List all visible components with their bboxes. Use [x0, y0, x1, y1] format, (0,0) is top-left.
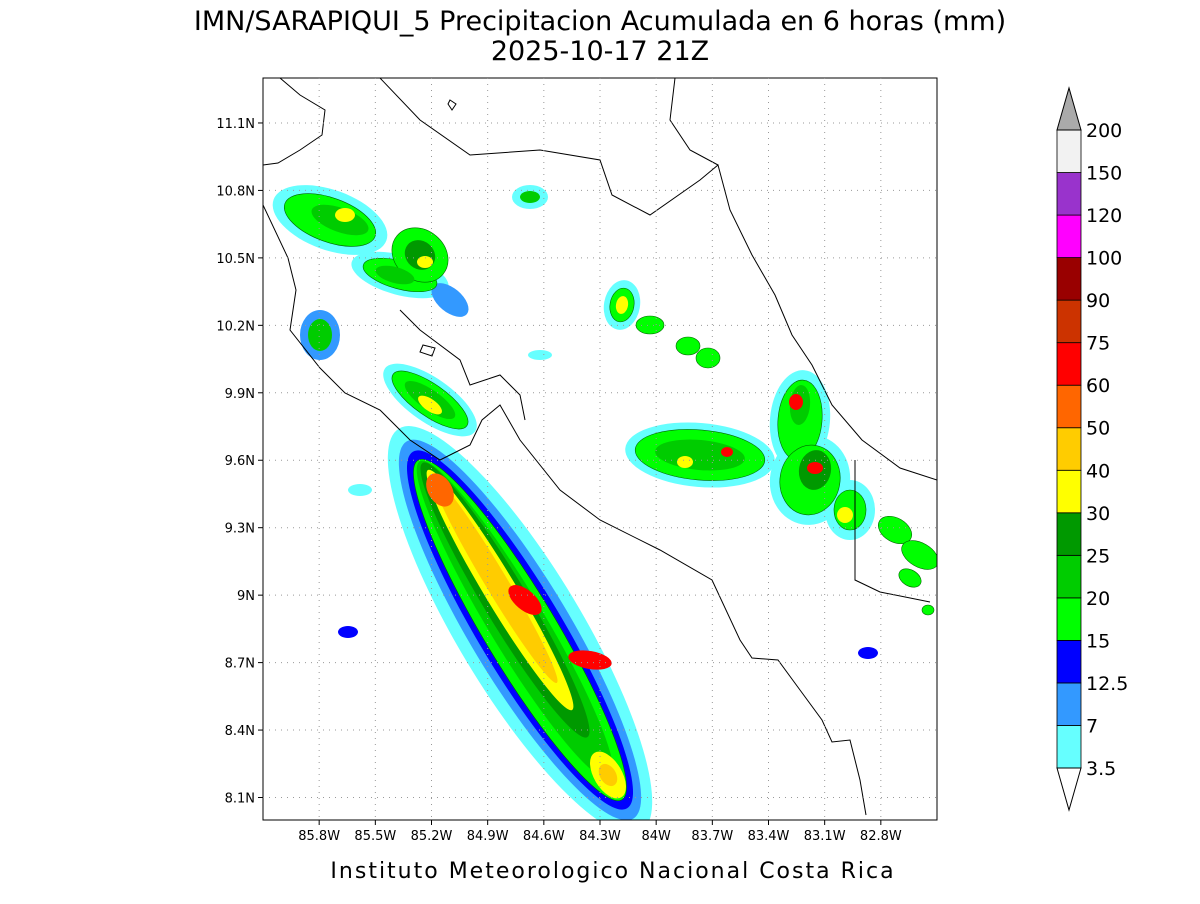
- colorbar-band: [1056, 554, 1082, 599]
- precip-blob: [348, 484, 372, 496]
- y-tick-label: 9.9N: [225, 387, 255, 402]
- colorbar-label: 60: [1086, 375, 1110, 397]
- precip-blob: [695, 347, 721, 369]
- colorbar-band: [1056, 384, 1082, 429]
- x-tick-label: 85.8W: [298, 829, 340, 844]
- colorbar-under: [1056, 767, 1082, 812]
- colorbar-band: [1056, 257, 1082, 301]
- precip-blob: [432, 476, 558, 684]
- colorbar-band: [1056, 725, 1082, 769]
- x-tick-label: 85.2W: [411, 829, 453, 844]
- coastlines: [263, 78, 937, 816]
- precip-blob: [921, 604, 935, 616]
- precip-blob: [598, 763, 618, 787]
- colorbar-band: [1056, 597, 1082, 641]
- precip-blob: [418, 395, 442, 415]
- colorbar-label: 75: [1086, 333, 1110, 355]
- title: IMN/SARAPIQUI_5 Precipitacion Acumulada …: [194, 6, 1006, 37]
- precip-blob: [615, 296, 629, 314]
- colorbar-label: 25: [1086, 545, 1110, 567]
- colorbar-label: 12.5: [1086, 673, 1128, 695]
- precip-field: [272, 185, 937, 820]
- y-tick-label: 8.1N: [225, 792, 255, 807]
- precip-blob: [675, 336, 701, 356]
- precip-blob: [335, 208, 355, 222]
- colorbar-band: [1056, 299, 1082, 344]
- precip-blob: [431, 283, 469, 317]
- x-tick-label: 83.7W: [691, 829, 733, 844]
- y-tick-label: 9.3N: [225, 522, 255, 537]
- colorbar-label: 120: [1086, 205, 1122, 227]
- colorbar-label: 100: [1086, 248, 1122, 270]
- colorbar-label: 90: [1086, 290, 1110, 312]
- colorbar-band: [1056, 342, 1082, 386]
- y-tick-label: 8.7N: [225, 657, 255, 672]
- precip-blob: [426, 473, 454, 507]
- x-tick-label: 84W: [641, 829, 671, 844]
- colorbar-band: [1056, 469, 1082, 514]
- colorbar-label: 150: [1086, 163, 1122, 185]
- y-tick-label: 9N: [237, 589, 255, 604]
- colorbar-band: [1056, 427, 1082, 471]
- precip-blob: [375, 265, 415, 285]
- precip-blob: [568, 650, 612, 670]
- colorbar-label: 40: [1086, 460, 1110, 482]
- precip-blob: [308, 319, 332, 351]
- precip-blob: [417, 256, 433, 268]
- x-tick-label: 84.9W: [467, 829, 509, 844]
- precip-blob: [837, 507, 853, 523]
- colorbar-label: 200: [1086, 120, 1122, 142]
- x-tick-label: 84.3W: [579, 829, 621, 844]
- precip-blob: [901, 540, 937, 570]
- precip-blob: [528, 350, 552, 360]
- y-tick-label: 10.2N: [216, 319, 255, 334]
- y-tick-label: 9.6N: [225, 454, 255, 469]
- subtitle: 2025-10-17 21Z: [491, 36, 709, 67]
- colorbar-label: 50: [1086, 418, 1110, 440]
- precip-blob: [520, 191, 540, 203]
- colorbar-label: 30: [1086, 503, 1110, 525]
- x-tick-label: 83.4W: [748, 829, 790, 844]
- y-tick-label: 8.4N: [225, 724, 255, 739]
- colorbar-label: 7: [1086, 715, 1098, 737]
- colorbar-label: 15: [1086, 630, 1110, 652]
- precip-blob: [898, 568, 922, 588]
- x-tick-label: 83.1W: [804, 829, 846, 844]
- precip-blob: [338, 626, 358, 638]
- precip-blob: [508, 585, 542, 615]
- colorbar-band: [1056, 214, 1082, 258]
- y-tick-label: 10.8N: [216, 184, 255, 199]
- colorbar-band: [1056, 172, 1082, 216]
- footer: Instituto Meteorologico Nacional Costa R…: [330, 859, 895, 884]
- x-tick-label: 84.6W: [523, 829, 565, 844]
- precip-blob: [789, 394, 803, 410]
- precip-blob: [677, 456, 693, 468]
- y-tick-label: 11.1N: [216, 117, 255, 132]
- colorbar-label: 20: [1086, 588, 1110, 610]
- colorbar-band: [1056, 129, 1082, 173]
- colorbar-label: 3.5: [1086, 758, 1116, 780]
- precip-blob: [721, 447, 733, 457]
- precip-blob: [858, 647, 878, 659]
- colorbar-band: [1056, 640, 1082, 684]
- colorbar-over: [1056, 86, 1082, 131]
- colorbar-band: [1056, 682, 1082, 726]
- precip-blob: [807, 462, 823, 474]
- y-tick-label: 10.5N: [216, 252, 255, 267]
- x-tick-label: 85.5W: [354, 829, 396, 844]
- precip-blob: [877, 515, 913, 545]
- x-tick-label: 82.8W: [860, 829, 902, 844]
- colorbar-band: [1056, 512, 1082, 556]
